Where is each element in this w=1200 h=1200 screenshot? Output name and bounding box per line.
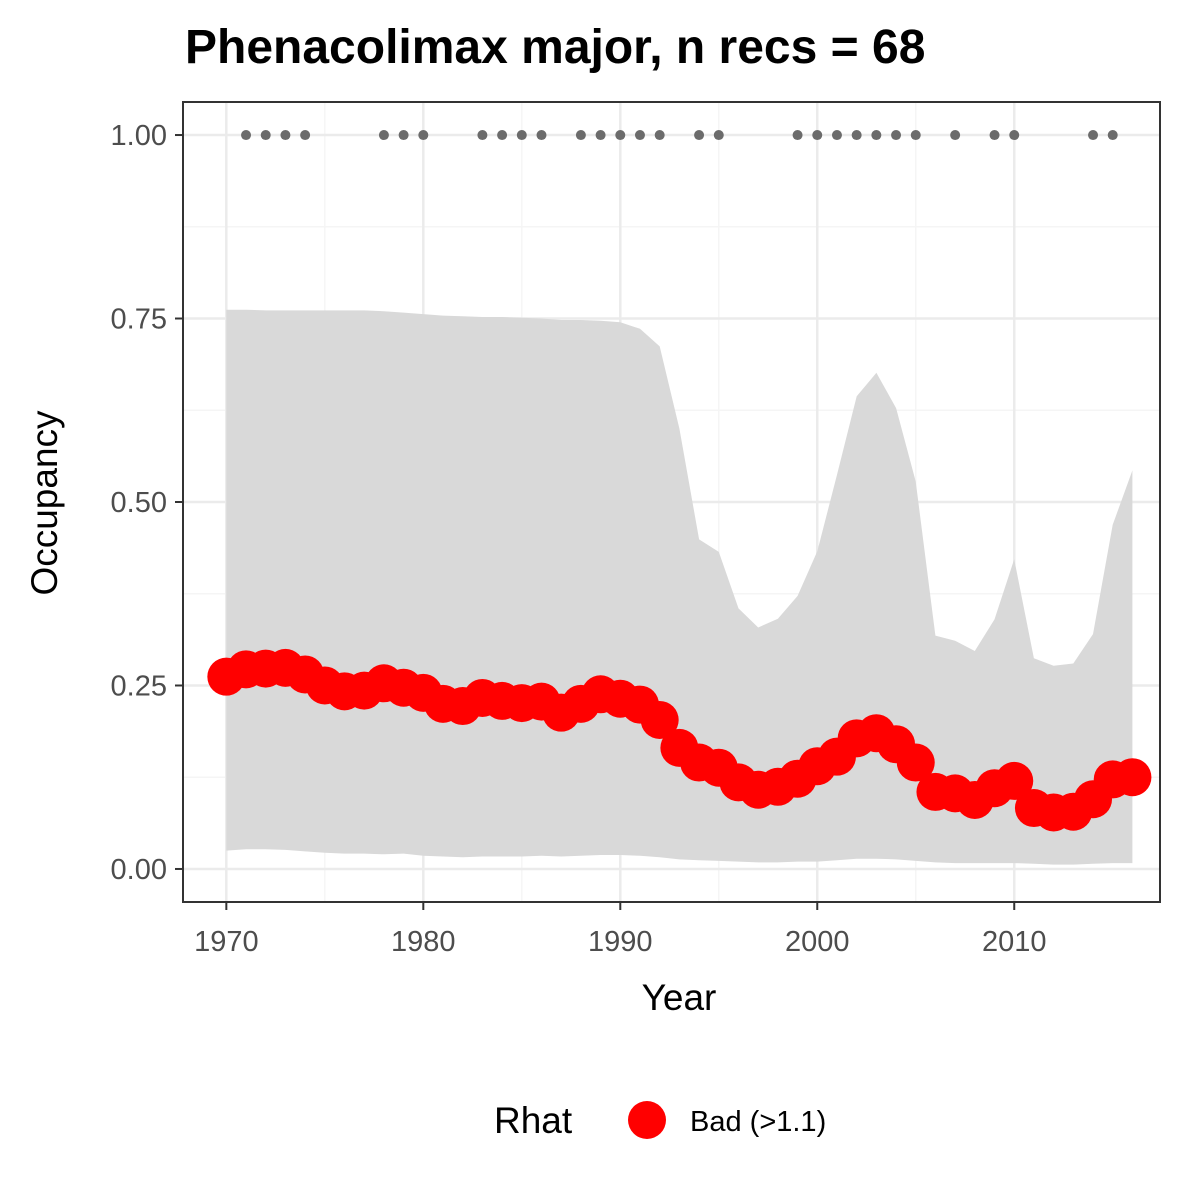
record-point [615,130,626,141]
record-point [398,130,409,141]
record-point [477,130,488,141]
record-point [516,130,527,141]
y-axis-ticks: 0.00 0.25 0.50 0.75 1.00 [111,120,183,886]
record-point [280,130,291,141]
record-point [575,130,586,141]
y-tick-label: 1.00 [111,120,167,152]
legend: Rhat Bad (>1.1) [494,1100,826,1141]
occupancy-points-layer [207,648,1152,832]
x-tick-label: 1990 [588,926,653,958]
record-point [910,130,921,141]
chart-title: Phenacolimax major, n recs = 68 [185,21,925,74]
record-point [851,130,862,141]
x-axis-ticks: 1970 1980 1990 2000 2010 [194,902,1046,958]
record-points-layer [241,130,1118,141]
record-point [713,130,724,141]
record-point [634,130,645,141]
x-tick-label: 1980 [391,926,456,958]
x-tick-label: 2000 [785,926,850,958]
occupancy-point [640,700,679,739]
legend-swatch-bad [628,1101,666,1139]
record-point [871,130,882,141]
record-point [497,130,508,141]
confidence-ribbon-layer [226,309,1133,865]
record-point [241,130,252,141]
y-tick-label: 0.00 [111,854,167,886]
occupancy-point [896,743,935,782]
occupancy-point [1113,758,1152,797]
record-point [989,130,1000,141]
record-point [595,130,606,141]
record-point [536,130,547,141]
legend-label-bad: Bad (>1.1) [690,1106,826,1138]
record-point [1107,130,1118,141]
legend-title: Rhat [494,1100,573,1141]
record-point [418,130,429,141]
y-tick-label: 0.50 [111,487,167,519]
record-point [1009,130,1020,141]
record-point [891,130,902,141]
record-point [654,130,665,141]
record-point [300,130,311,141]
record-point [1088,130,1099,141]
record-point [950,130,961,141]
x-axis-title: Year [642,977,717,1018]
record-point [694,130,705,141]
y-axis-title: Occupancy [24,410,65,596]
y-tick-label: 0.75 [111,304,167,336]
occupancy-point [995,761,1034,800]
record-point [260,130,271,141]
confidence-ribbon [226,309,1133,865]
record-point [378,130,389,141]
record-point [831,130,842,141]
record-point [792,130,803,141]
record-point [812,130,823,141]
y-tick-label: 0.25 [111,670,167,702]
x-tick-label: 1970 [194,926,259,958]
x-tick-label: 2010 [982,926,1047,958]
